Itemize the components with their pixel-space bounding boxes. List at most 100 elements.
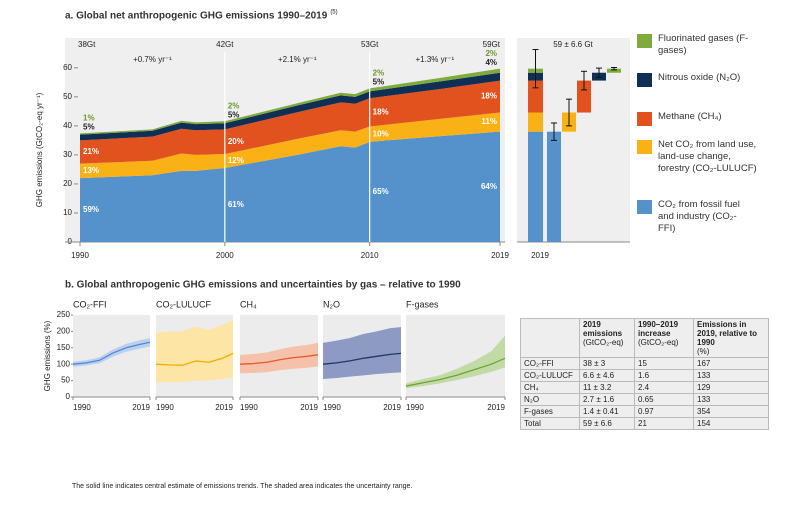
table-cell: 154	[693, 417, 769, 430]
total-label: 59Gt	[483, 40, 501, 49]
header-cell: 2019 emissions (GtCO₂-eq)	[579, 318, 635, 358]
share-label: 5%	[83, 123, 95, 132]
share-label: 5%	[373, 78, 385, 87]
y-tick-label: 0	[66, 392, 71, 401]
table-cell: 0.97	[634, 405, 694, 418]
table-cell: 6.6 ± 4.6	[579, 369, 635, 382]
total-label: 42Gt	[216, 40, 234, 49]
bar	[528, 80, 543, 113]
uncertainty-band	[156, 319, 233, 383]
line	[239, 354, 319, 365]
table: 2019 emissions (GtCO₂-eq) 1990–2019 increa…	[520, 318, 769, 430]
table-cell: 129	[693, 381, 769, 394]
line	[405, 357, 506, 387]
share-label: 5%	[228, 110, 240, 119]
share-label: 4%	[485, 58, 497, 67]
uncertainty-band	[240, 342, 318, 374]
table-cell: 167	[693, 357, 769, 370]
table-cell: Total	[520, 417, 580, 430]
table-cell: CO₂-LULUCF	[520, 369, 580, 382]
legend-label: Nitrous oxide (N₂O)	[658, 72, 741, 83]
header-unit: (GtCO₂-eq)	[583, 338, 624, 347]
x-tick-label: 2019	[132, 403, 150, 412]
area	[80, 112, 500, 179]
share-label: 64%	[481, 182, 497, 191]
y-tick-label: 250	[57, 310, 71, 319]
share-label: 59%	[83, 205, 99, 214]
table-cell: 133	[693, 369, 769, 382]
table-row: CO₂-LULUCF 6.6 ± 4.6 1.6 133	[520, 369, 769, 382]
legend-swatch	[637, 140, 652, 154]
x-tick-label: 1990	[323, 403, 341, 412]
uncertainty-band	[323, 327, 401, 379]
share-label: 12%	[228, 156, 244, 165]
total-label: 53Gt	[361, 40, 379, 49]
share-label: 10%	[373, 129, 389, 138]
bar	[528, 112, 543, 132]
line	[72, 341, 151, 365]
header-cell: Emissions in 2019, relative to 1990 (%)	[693, 318, 769, 358]
header-title: 2019 emissions	[583, 320, 623, 338]
legend-label: CO₂ from fossil fuel and industry (CO₂-F…	[658, 199, 740, 234]
header-unit: (GtCO₂-eq)	[638, 338, 679, 347]
legend-swatch	[637, 73, 652, 87]
header-title: 1990–2019 increase	[638, 320, 679, 338]
area	[80, 72, 500, 141]
y-tick-label: 50	[63, 92, 72, 101]
table-cell: F-gases	[520, 405, 580, 418]
x-tick-label: 2010	[361, 251, 379, 260]
header-cell: 1990–2019 increase (GtCO₂-eq)	[634, 318, 694, 358]
footnote: The solid line indicates central estimat…	[72, 483, 412, 490]
panel-title: F-gases	[406, 299, 439, 309]
title-note: (5)	[330, 10, 337, 16]
line	[155, 352, 234, 366]
y-tick-label: 20	[63, 179, 72, 188]
share-label: 1%	[83, 114, 95, 123]
error-bar	[596, 67, 602, 78]
table-row: CO₂-FFI 38 ± 3 15 167	[520, 357, 769, 370]
legend-label: Fluorinated gases (F-gases)	[658, 33, 749, 56]
table-row: CH₄ 11 ± 3.2 2.4 129	[520, 381, 769, 394]
error-bar	[532, 49, 539, 89]
bar	[607, 68, 621, 73]
area	[80, 131, 500, 242]
share-label: 61%	[228, 200, 244, 209]
share-label: 2%	[373, 69, 385, 78]
x-tick-label: 1990	[71, 251, 89, 260]
table-cell: 2.7 ± 1.6	[579, 393, 635, 406]
y-tick-label: 200	[57, 327, 71, 336]
growth-label: +0.7% yr⁻¹	[133, 55, 172, 64]
bar	[528, 131, 543, 242]
y-axis-label: GHG emissions (%)	[43, 320, 52, 391]
x-tick-label: 2019	[491, 251, 509, 260]
table-cell: 354	[693, 405, 769, 418]
share-label: 21%	[83, 147, 99, 156]
share-label: 18%	[481, 92, 497, 101]
growth-label: +1.3% yr⁻¹	[415, 55, 454, 64]
panel-title: CO₂-FFI	[73, 299, 107, 309]
header-title: Emissions in 2019, relative to 1990	[697, 320, 758, 347]
table-cell: 15	[634, 357, 694, 370]
legend-swatch	[637, 200, 652, 214]
error-bar	[566, 98, 572, 127]
total-uncertainty-label: 59 ± 6.6 Gt	[553, 40, 593, 49]
share-label: 13%	[83, 166, 99, 175]
table-cell: 0.65	[634, 393, 694, 406]
error-bar	[611, 66, 617, 71]
x-tick-label: 1990	[240, 403, 258, 412]
area	[80, 68, 500, 135]
area	[80, 80, 500, 164]
x-tick-label: 1990	[156, 403, 174, 412]
uncertainty-band	[73, 337, 150, 367]
y-axis-label: GHG emissions (GtCO₂-eq yr⁻¹)	[35, 92, 44, 207]
table-cell: 2.4	[634, 381, 694, 394]
table-cell: 1.4 ± 0.41	[579, 405, 635, 418]
chart-title: b. Global anthropogenic GHG emissions an…	[65, 280, 461, 291]
table-row: N₂O 2.7 ± 1.6 0.65 133	[520, 393, 769, 406]
growth-label: +2.1% yr⁻¹	[278, 55, 317, 64]
uncertainty-band	[406, 335, 505, 389]
x-tick-label: 2019	[487, 403, 505, 412]
legend-label: Methane (CH₄)	[658, 111, 722, 122]
share-label: 18%	[373, 107, 389, 116]
table-row: F-gases 1.4 ± 0.41 0.97 354	[520, 405, 769, 418]
